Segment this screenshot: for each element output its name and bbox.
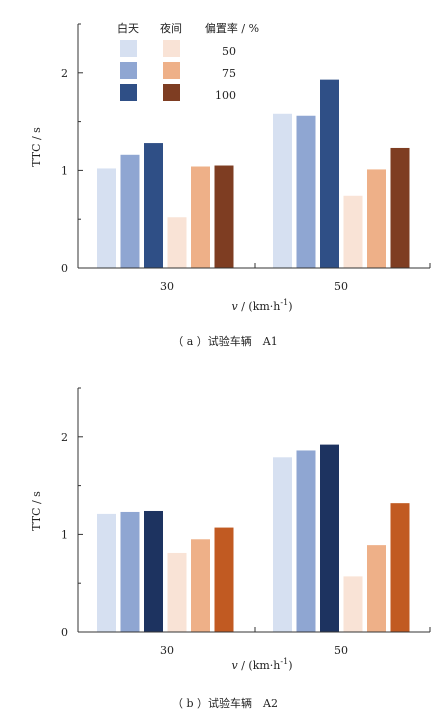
bar-a1-30-night-100 xyxy=(214,165,234,268)
y-tick-label-a1-0: 0 xyxy=(61,262,68,275)
legend-swatch-day-100 xyxy=(120,84,137,101)
legend-swatch-day-50 xyxy=(120,40,137,57)
bar-a1-50-day-100 xyxy=(320,79,339,268)
bar-a1-50-night-75 xyxy=(367,169,386,268)
legend-swatch-night-75 xyxy=(163,62,180,79)
caption-a2: （ b ）试验车辆 A2 xyxy=(172,696,278,710)
bar-a1-30-day-100 xyxy=(144,143,163,268)
legend-rate-75: 75 xyxy=(222,67,236,80)
x-tick-label-a1-50: 50 xyxy=(334,280,348,293)
bar-a1-50-night-50 xyxy=(343,195,363,268)
legend-swatch-night-100 xyxy=(163,84,180,101)
x-tick-label-a1-30: 30 xyxy=(160,280,174,293)
bar-a2-30-day-50 xyxy=(97,513,116,632)
legend-night-header: 夜间 xyxy=(160,21,182,35)
legend-swatch-day-75 xyxy=(120,62,137,79)
y-axis-label-a2: TTC / s xyxy=(30,491,43,531)
bar-a2-50-day-100 xyxy=(320,444,339,632)
legend-rate-header: 偏置率 / % xyxy=(205,21,259,35)
bar-a2-30-night-100 xyxy=(214,527,234,632)
bar-a2-30-day-75 xyxy=(120,511,140,632)
bar-a1-50-day-50 xyxy=(273,113,292,269)
bar-a2-50-day-50 xyxy=(273,457,292,632)
y-tick-label-a1-1: 1 xyxy=(61,164,68,177)
caption-a1: （ a ）试验车辆 A1 xyxy=(172,334,278,348)
x-axis-label-a1: v / (km·h-1) xyxy=(232,298,293,313)
legend-rate-100: 100 xyxy=(215,89,236,102)
legend-swatch-night-50 xyxy=(163,40,180,57)
y-tick-label-a2-0: 0 xyxy=(61,626,68,639)
bar-a1-50-day-75 xyxy=(296,115,316,268)
bar-a2-50-night-100 xyxy=(390,503,410,632)
legend-rate-50: 50 xyxy=(222,45,236,58)
legend: 白天 夜间 偏置率 / % 50 75 100 xyxy=(117,21,259,102)
bar-a1-50-night-100 xyxy=(390,147,410,268)
bar-a2-30-night-75 xyxy=(191,539,210,632)
bar-a2-30-night-50 xyxy=(167,552,187,632)
chart-panel-a1: 0 1 2 30 50 TTC / s v / (km·h-1) （ a ）试验车辆 A… xyxy=(30,23,431,348)
bar-a1-30-night-75 xyxy=(191,166,210,268)
bar-a2-30-day-100 xyxy=(144,510,163,632)
x-tick-label-a2-30: 30 xyxy=(160,644,174,657)
chart-panel-a2: 0 1 2 30 50 TTC / s v / (km·h-1) （ b ）试验车辆 A… xyxy=(30,387,431,710)
y-axis-label-a1: TTC / s xyxy=(30,127,43,167)
x-tick-label-a2-50: 50 xyxy=(334,644,348,657)
bar-a1-30-day-50 xyxy=(97,168,116,268)
y-tick-label-a1-2: 2 xyxy=(61,67,68,80)
bar-a2-50-day-75 xyxy=(296,450,316,632)
x-axis-label-a2: v / (km·h-1) xyxy=(232,657,293,672)
bar-a1-30-night-50 xyxy=(167,217,187,268)
y-tick-label-a2-2: 2 xyxy=(61,431,68,444)
bar-a1-30-day-75 xyxy=(120,154,140,268)
bar-a2-50-night-50 xyxy=(343,576,363,632)
legend-day-header: 白天 xyxy=(117,21,139,35)
bar-a2-50-night-75 xyxy=(367,545,386,632)
y-tick-label-a2-1: 1 xyxy=(61,528,68,541)
